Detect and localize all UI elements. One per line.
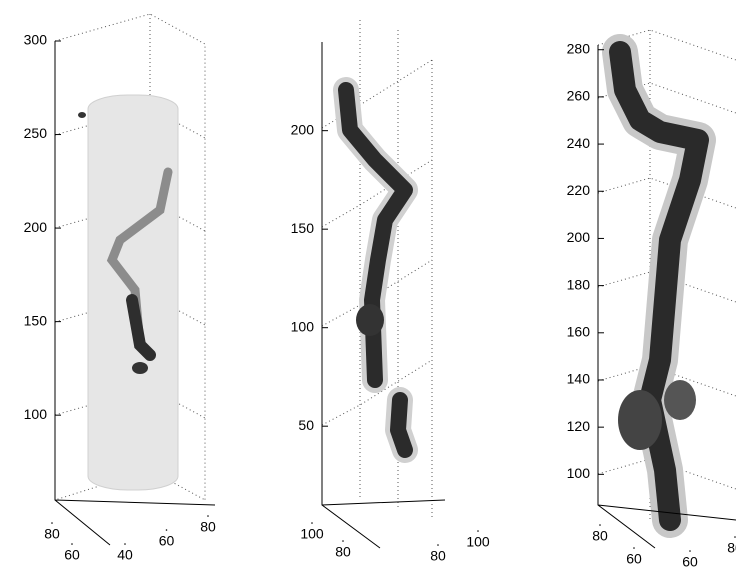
x-tick — [207, 515, 209, 517]
y-tick — [51, 522, 53, 524]
x-tick-label: 80 — [727, 540, 736, 556]
z-tick-label: 150 — [291, 220, 315, 236]
x-tick-label: 80 — [200, 519, 216, 535]
z-tick-label: 50 — [298, 417, 314, 433]
x-tick — [124, 543, 126, 545]
z-tick-label: 280 — [567, 40, 591, 56]
x-tick — [437, 544, 439, 546]
y-tick-label: 80 — [592, 528, 608, 544]
x-tick — [477, 530, 479, 532]
y-tick — [71, 543, 73, 545]
z-tick-label: 150 — [24, 312, 48, 328]
x-tick-label: 60 — [682, 554, 698, 569]
z-tick-label: 240 — [567, 135, 591, 151]
y-tick-label: 100 — [300, 526, 324, 542]
z-tick-label: 140 — [567, 371, 591, 387]
panel-1-box — [54, 13, 216, 546]
z-tick-label: 220 — [567, 182, 591, 198]
z-tick-label: 250 — [24, 125, 48, 141]
z-tick-label: 300 — [24, 32, 48, 48]
z-tick-label: 100 — [24, 406, 48, 422]
z-tick-label: 260 — [567, 88, 591, 104]
x-tick-label: 80 — [430, 548, 446, 564]
y-tick — [633, 547, 635, 549]
y-tick — [311, 522, 313, 524]
x-tick — [689, 550, 691, 552]
z-tick-label: 200 — [24, 219, 48, 235]
y-tick — [342, 540, 344, 542]
x-tick-label: 100 — [466, 534, 490, 550]
z-tick-label: 160 — [567, 323, 591, 339]
z-tick-label: 100 — [291, 318, 315, 334]
x-tick-label: 40 — [117, 547, 133, 563]
x-tick — [734, 536, 736, 538]
z-tick-label: 200 — [291, 121, 315, 137]
x-tick-label: 60 — [159, 533, 175, 549]
y-tick — [599, 524, 601, 526]
y-tick-label: 60 — [626, 551, 642, 567]
z-tick-label: 120 — [567, 418, 591, 434]
z-tick-label: 100 — [567, 465, 591, 481]
y-tick-label: 80 — [44, 526, 60, 542]
panel-2-box — [321, 20, 446, 549]
z-tick-label: 200 — [567, 229, 591, 245]
x-tick — [165, 529, 168, 531]
panel-3-box — [597, 29, 736, 549]
z-tick-label: 180 — [567, 276, 591, 292]
y-tick-label: 60 — [64, 547, 80, 563]
y-tick-label: 80 — [335, 544, 351, 560]
